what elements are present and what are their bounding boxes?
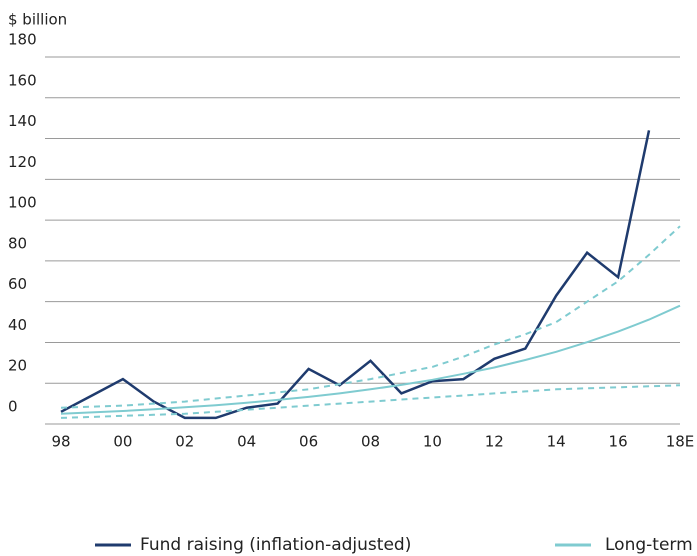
x-tick-label: 10 (423, 433, 442, 451)
x-tick-label: 18E (666, 433, 695, 451)
y-tick-label: 0 (8, 398, 18, 416)
legend-label: Long-term (605, 535, 693, 555)
x-tick-label: 00 (113, 433, 132, 451)
series-line (60, 384, 681, 419)
x-tick-label: 04 (237, 433, 256, 451)
y-tick-label: 120 (8, 153, 37, 171)
y-tick-label: 180 (8, 31, 37, 49)
y-tick-label: 60 (8, 275, 27, 293)
x-tick-label: 16 (609, 433, 628, 451)
y-tick-label: 40 (8, 316, 27, 334)
x-tick-label: 14 (547, 433, 566, 451)
x-tick-label: 06 (299, 433, 318, 451)
y-tick-label: 100 (8, 194, 37, 212)
x-tick-label: 12 (485, 433, 504, 451)
legend-label: Fund raising (inflation-adjusted) (140, 535, 411, 555)
x-tick-label: 02 (175, 433, 194, 451)
y-tick-label: 80 (8, 234, 27, 252)
y-tick-label: 20 (8, 357, 27, 375)
x-tick-label: 08 (361, 433, 380, 451)
series-line (60, 304, 681, 415)
x-tick-label: 98 (51, 433, 70, 451)
y-tick-label: 140 (8, 112, 37, 130)
y-tick-label: 160 (8, 71, 37, 89)
series-line (60, 130, 651, 420)
series-line (60, 225, 681, 409)
y-axis-label: $ billion (8, 11, 67, 29)
